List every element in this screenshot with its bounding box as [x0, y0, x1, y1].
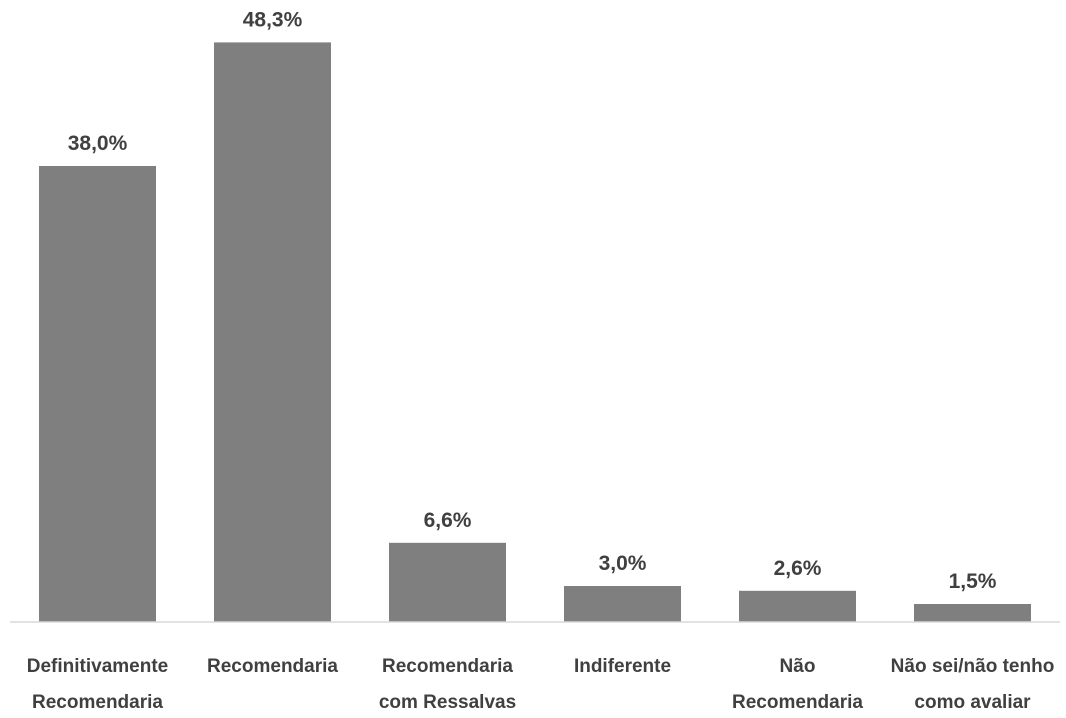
category-label-line: Definitivamente — [27, 656, 168, 677]
category-label-6: Não sei/não tenho como avaliar — [891, 656, 1055, 713]
data-label-2: 48,3% — [243, 8, 303, 31]
data-label-6: 1,5% — [949, 570, 997, 593]
bar-6 — [914, 604, 1031, 622]
category-label-line: como avaliar — [914, 692, 1031, 713]
data-label-5: 2,6% — [774, 557, 822, 580]
bar-3 — [389, 542, 506, 622]
category-label-2: Recomendaria — [207, 656, 338, 677]
category-label-5: Não Recomendaria — [732, 656, 863, 713]
bars-group — [39, 42, 1031, 622]
category-label-1: Definitivamente Recomendaria — [27, 656, 168, 713]
data-label-3: 6,6% — [424, 509, 472, 532]
category-label-line: Recomendaria — [732, 692, 863, 713]
bar-5 — [739, 590, 856, 622]
category-label-line: Recomendaria — [382, 656, 513, 677]
bar-2 — [214, 42, 331, 622]
category-label-4: Indiferente — [574, 656, 671, 677]
category-label-line: Não sei/não tenho — [891, 656, 1055, 677]
value-labels-group: 38,0% 48,3% 6,6% 3,0% 2,6% 1,5% — [68, 8, 997, 593]
category-label-line: Indiferente — [574, 656, 671, 677]
category-label-line: Recomendaria — [32, 692, 163, 713]
category-label-line: Recomendaria — [207, 656, 338, 677]
category-label-3: Recomendaria com Ressalvas — [379, 656, 516, 713]
data-label-4: 3,0% — [599, 552, 647, 575]
bar-4 — [564, 586, 681, 622]
category-label-line: com Ressalvas — [379, 692, 516, 713]
category-label-line: Não — [780, 656, 816, 677]
data-label-1: 38,0% — [68, 132, 128, 155]
bar-1 — [39, 166, 156, 622]
